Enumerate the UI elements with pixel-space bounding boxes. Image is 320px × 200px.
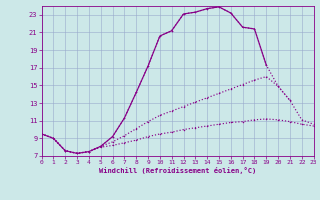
X-axis label: Windchill (Refroidissement éolien,°C): Windchill (Refroidissement éolien,°C) (99, 167, 256, 174)
